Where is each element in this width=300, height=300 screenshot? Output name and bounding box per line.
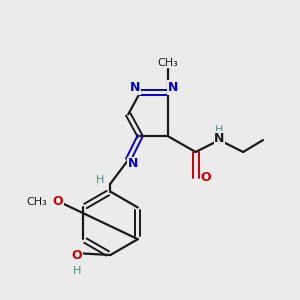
Text: CH₃: CH₃ — [158, 58, 178, 68]
Text: H: H — [73, 266, 81, 276]
Text: O: O — [200, 171, 211, 184]
Text: H: H — [96, 175, 105, 185]
Text: N: N — [128, 158, 138, 170]
Text: O: O — [71, 248, 82, 262]
Text: N: N — [214, 132, 224, 145]
Text: O: O — [52, 195, 63, 208]
Text: N: N — [130, 81, 140, 94]
Text: N: N — [168, 81, 178, 94]
Text: CH₃: CH₃ — [27, 196, 47, 206]
Text: H: H — [215, 125, 224, 135]
